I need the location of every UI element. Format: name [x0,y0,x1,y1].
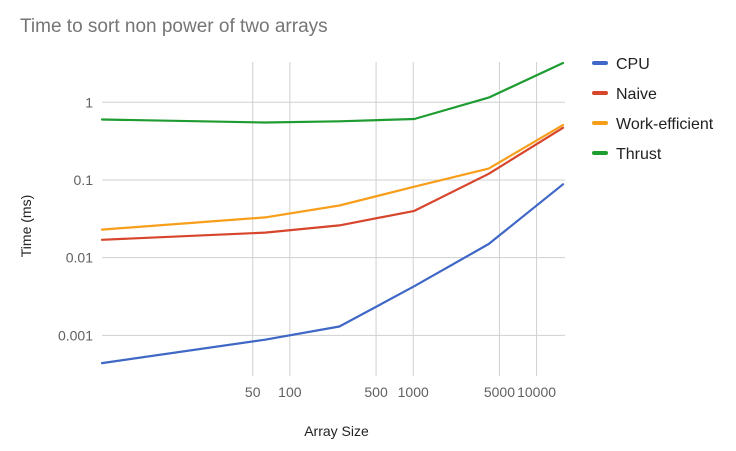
y-axis-ticks: 0.001 0.01 0.1 1 [58,94,93,343]
y-tick-label: 1 [85,94,93,110]
legend-item: Naive [592,86,657,103]
chart-title: Time to sort non power of two arrays [20,16,328,37]
x-tick-label: 5000 [484,384,515,400]
legend-label: Naive [616,86,657,103]
legend-label: CPU [616,56,650,73]
x-tick-label: 50 [245,384,261,400]
series-line-naive [100,126,565,241]
legend-label: Thrust [616,146,662,163]
series-line-thrust [100,61,565,124]
x-tick-label: 10000 [517,384,556,400]
legend-item: Thrust [592,146,662,163]
y-tick-label: 0.1 [74,172,94,188]
grid [102,62,565,376]
x-tick-label: 100 [278,384,302,400]
legend: CPU Naive Work-efficient Thrust [592,56,714,163]
x-axis-title: Array Size [304,423,369,439]
legend-label: Work-efficient [616,116,714,133]
y-tick-label: 0.001 [58,327,93,343]
legend-item: CPU [592,56,650,73]
series-lines [100,61,565,365]
x-tick-label: 500 [364,384,388,400]
series-line-cpu [100,183,565,365]
series-line-work-efficient [100,123,565,231]
y-axis-title: Time (ms) [18,195,34,257]
y-tick-label: 0.01 [66,250,93,266]
legend-item: Work-efficient [592,116,714,133]
x-tick-label: 1000 [398,384,429,400]
x-axis-ticks: 50 100 500 1000 5000 10000 [245,384,556,400]
